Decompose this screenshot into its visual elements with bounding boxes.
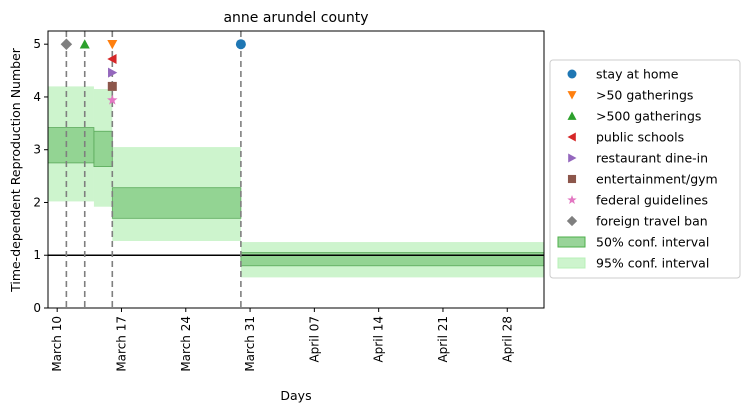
plot-area: 0 1 2 3 4 5 March 10 March 17 March 24 March 31 Ap… (33, 30, 545, 372)
intervention-marker-3 (107, 53, 117, 64)
x-tick-label-4: April 07 (307, 316, 321, 363)
legend-label-5: entertainment/gym (596, 172, 718, 187)
y-tick-label-4: 4 (33, 90, 41, 104)
x-tick-label-7: April 28 (500, 316, 514, 363)
x-axis-label: Days (280, 388, 311, 403)
ci50-band-0 (47, 127, 95, 164)
legend-label-9: 95% conf. interval (596, 256, 709, 271)
legend-marker-6 (567, 195, 577, 205)
y-axis-label: Time-dependent Reproduction Number (8, 47, 23, 293)
legend-marker-7 (566, 215, 578, 227)
legend-patch-8 (557, 236, 586, 248)
legend-label-2: >500 gatherings (596, 109, 701, 124)
legend-label-7: foreign travel ban (596, 214, 708, 229)
intervention-marker-6 (107, 94, 118, 105)
chart-title: anne arundel county (223, 10, 368, 26)
legend-label-0: stay at home (596, 67, 679, 82)
legend-marker-4 (568, 153, 577, 163)
legend-marker-1 (567, 91, 577, 100)
intervention-marker-2 (79, 39, 90, 49)
ci50-band-2 (111, 187, 242, 219)
legend-marker-0 (567, 69, 577, 79)
ci50-band-1 (93, 130, 113, 167)
intervention-marker-0 (235, 39, 246, 50)
intervention-marker-7 (60, 38, 73, 50)
legend-label-3: public schools (596, 130, 684, 145)
y-tick-label-0: 0 (33, 301, 41, 315)
y-tick-label-3: 3 (33, 143, 41, 157)
legend-label-8: 50% conf. interval (596, 235, 709, 250)
legend-frame (549, 59, 741, 279)
y-tick-label-1: 1 (33, 248, 41, 262)
legend-label-4: restaurant dine-in (596, 151, 708, 166)
legend-marker-5 (567, 174, 577, 184)
x-tick-label-1: March 17 (114, 316, 128, 372)
y-tick-label-5: 5 (33, 37, 41, 51)
legend-label-1: >50 gatherings (596, 88, 693, 103)
legend-marker-3 (567, 132, 576, 142)
x-tick-label-5: April 14 (372, 316, 386, 363)
legend-patch-9 (557, 257, 586, 269)
intervention-marker-5 (107, 81, 117, 91)
x-tick-label-0: March 10 (50, 316, 64, 372)
plot-frame (47, 30, 545, 309)
intervention-marker-4 (108, 67, 118, 78)
x-tick-label-6: April 21 (436, 316, 450, 363)
legend: stay at home >50 gatherings >500 gathering… (549, 59, 741, 279)
y-tick-label-2: 2 (33, 195, 41, 209)
intervention-marker-1 (107, 39, 118, 50)
x-tick-label-3: March 31 (243, 316, 257, 372)
legend-label-6: federal guidelines (596, 193, 708, 208)
x-tick-label-2: March 24 (179, 316, 193, 372)
legend-marker-2 (567, 111, 577, 120)
